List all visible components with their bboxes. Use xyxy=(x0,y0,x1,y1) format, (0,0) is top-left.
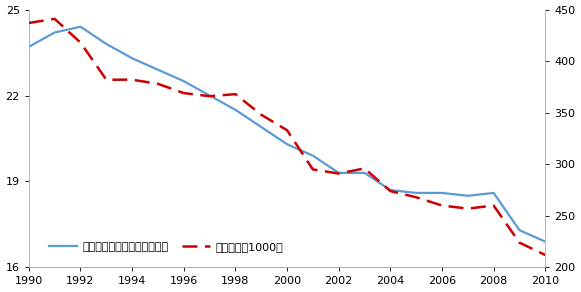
事業所数（1000） xyxy=(51,17,58,21)
全就業者に占める割合（％） xyxy=(542,240,549,244)
事業所数（1000） xyxy=(542,253,549,257)
Line: 事業所数（1000）: 事業所数（1000） xyxy=(29,19,546,255)
全就業者に占める割合（％） xyxy=(180,79,187,83)
事業所数（1000） xyxy=(490,204,497,207)
事業所数（1000） xyxy=(464,207,471,210)
Line: 全就業者に占める割合（％）: 全就業者に占める割合（％） xyxy=(29,27,546,242)
全就業者に占める割合（％） xyxy=(128,57,135,60)
全就業者に占める割合（％） xyxy=(439,191,446,195)
事業所数（1000） xyxy=(155,82,162,86)
全就業者に占める割合（％） xyxy=(103,42,110,46)
事業所数（1000） xyxy=(516,241,523,244)
事業所数（1000） xyxy=(128,78,135,81)
事業所数（1000） xyxy=(335,172,342,175)
事業所数（1000） xyxy=(439,204,446,207)
全就業者に占める割合（％） xyxy=(361,171,368,175)
事業所数（1000） xyxy=(413,196,419,199)
事業所数（1000） xyxy=(258,113,265,117)
事業所数（1000） xyxy=(387,189,394,193)
事業所数（1000） xyxy=(103,78,110,81)
全就業者に占める割合（％） xyxy=(284,142,290,146)
全就業者に占める割合（％） xyxy=(310,154,317,157)
全就業者に占める割合（％） xyxy=(232,108,239,112)
全就業者に占める割合（％） xyxy=(77,25,84,29)
事業所数（1000） xyxy=(26,21,33,25)
事業所数（1000） xyxy=(180,91,187,95)
Legend: 全就業者に占める割合（％）, 事業所数（1000）: 全就業者に占める割合（％）, 事業所数（1000） xyxy=(45,238,288,257)
全就業者に占める割合（％） xyxy=(155,68,162,72)
事業所数（1000） xyxy=(232,92,239,96)
全就業者に占める割合（％） xyxy=(258,125,265,129)
事業所数（1000） xyxy=(206,94,213,98)
全就業者に占める割合（％） xyxy=(413,191,419,195)
事業所数（1000） xyxy=(77,41,84,44)
全就業者に占める割合（％） xyxy=(51,31,58,34)
全就業者に占める割合（％） xyxy=(335,171,342,175)
全就業者に占める割合（％） xyxy=(516,228,523,232)
事業所数（1000） xyxy=(284,128,290,132)
全就業者に占める割合（％） xyxy=(490,191,497,195)
全就業者に占める割合（％） xyxy=(464,194,471,198)
全就業者に占める割合（％） xyxy=(26,45,33,48)
事業所数（1000） xyxy=(361,167,368,170)
全就業者に占める割合（％） xyxy=(206,94,213,97)
全就業者に占める割合（％） xyxy=(387,188,394,192)
事業所数（1000） xyxy=(310,168,317,171)
